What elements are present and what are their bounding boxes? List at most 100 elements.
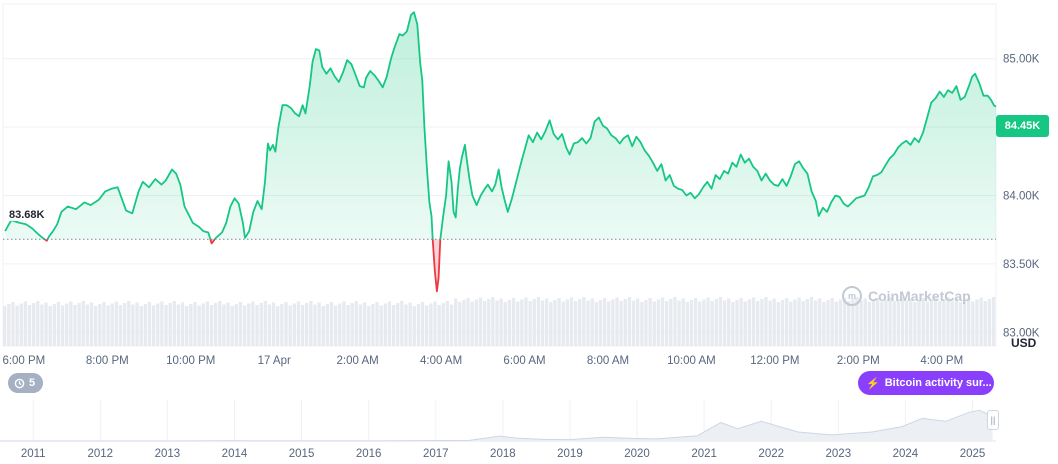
volume-bar — [267, 304, 272, 346]
volume-bar — [495, 300, 499, 346]
volume-bar — [921, 298, 925, 346]
volume-bar — [967, 298, 971, 346]
volume-bar — [251, 301, 255, 346]
volume-bar — [598, 300, 603, 346]
navigator-year-label: 2022 — [758, 448, 784, 460]
volume-bar — [185, 306, 189, 346]
volume-bar — [660, 297, 665, 346]
volume-bar — [445, 301, 450, 346]
volume-bar — [458, 302, 462, 346]
y-tick-label: 83.50K — [1003, 259, 1040, 271]
volume-bar — [36, 301, 40, 346]
volume-bar — [31, 303, 36, 346]
volume-bar — [702, 299, 706, 346]
history-count: 5 — [29, 377, 36, 389]
volume-bar — [528, 301, 532, 346]
volume-bar — [586, 300, 590, 346]
volume-bar — [425, 305, 429, 346]
x-tick-label: 4:00 AM — [420, 355, 462, 367]
event-label: Bitcoin activity sur... — [884, 377, 992, 389]
volume-bar — [69, 301, 73, 346]
volume-bar — [40, 304, 44, 346]
volume-bar — [391, 305, 396, 346]
volume-bar — [396, 303, 400, 346]
volume-bar — [371, 304, 375, 346]
volume-bar — [60, 305, 65, 346]
x-tick-label: 17 Apr — [258, 355, 291, 367]
volume-bar — [474, 299, 479, 346]
volume-bar — [859, 300, 863, 346]
volume-bar — [189, 304, 193, 346]
volume-bar — [842, 297, 847, 346]
volume-bar — [909, 298, 913, 346]
volume-bar — [706, 297, 710, 346]
volume-bar — [296, 301, 301, 346]
volume-bar — [851, 299, 855, 346]
volume-bar — [11, 302, 15, 346]
volume-bar — [65, 303, 69, 346]
history-badge[interactable]: 5 — [8, 373, 44, 393]
volume-bar — [784, 298, 789, 346]
volume-bar — [135, 302, 139, 346]
volume-bar — [569, 297, 574, 346]
volume-bar — [950, 300, 954, 346]
x-tick-label: 12:00 PM — [750, 355, 799, 367]
volume-bar — [168, 303, 172, 346]
volume-bar — [317, 302, 321, 346]
volume-bar — [648, 298, 652, 346]
volume-bar — [193, 302, 197, 346]
volume-bar — [420, 302, 425, 346]
navigator-year-label: 2015 — [289, 448, 315, 460]
volume-bar — [15, 305, 19, 346]
volume-bar — [321, 306, 325, 346]
navigator-year-label: 2011 — [21, 448, 46, 460]
volume-bar — [834, 301, 838, 346]
y-tick-label: 84.00K — [1003, 191, 1040, 203]
volume-bar — [776, 302, 781, 346]
volume-bar — [516, 301, 520, 346]
volume-bar — [573, 301, 578, 346]
volume-bar — [172, 301, 176, 346]
volume-bar — [880, 301, 884, 346]
volume-bar — [329, 302, 334, 346]
volume-bar — [636, 298, 640, 346]
volume-bar — [271, 302, 276, 346]
volume-bar — [197, 305, 201, 346]
navigator-year-label: 2023 — [826, 448, 852, 460]
volume-bar — [98, 304, 102, 346]
volume-bar — [913, 302, 917, 346]
volume-bar — [441, 303, 445, 346]
volume-bar — [818, 298, 822, 346]
volume-bar — [983, 301, 987, 346]
navigator-year-label: 2019 — [557, 448, 583, 460]
volume-bar — [871, 300, 876, 346]
x-tick-label: 10:00 AM — [667, 355, 716, 367]
volume-bar — [313, 304, 317, 346]
navigator-range-handle[interactable]: || — [987, 410, 999, 430]
volume-bar — [557, 298, 561, 346]
volume-bar — [226, 302, 230, 346]
navigator-line — [0, 409, 993, 442]
volume-bar — [27, 305, 32, 346]
current-price-tag: 84.45K — [996, 115, 1049, 137]
volume-bar — [904, 300, 909, 346]
volume-bar — [847, 301, 851, 346]
volume-bar — [511, 298, 516, 346]
volume-bar — [917, 300, 921, 346]
volume-bar — [979, 297, 983, 346]
volume-bar — [665, 301, 669, 346]
volume-bar — [205, 301, 210, 346]
volume-bar — [805, 299, 810, 346]
volume-bar — [147, 302, 152, 346]
volume-bar — [789, 301, 793, 346]
volume-bar — [942, 299, 946, 346]
volume-bar — [284, 302, 288, 346]
volume-bar — [238, 302, 243, 346]
volume-bar — [288, 305, 292, 346]
volume-bar — [234, 304, 239, 346]
volume-bar — [933, 297, 938, 346]
volume-bar — [693, 298, 698, 346]
event-annotation-button[interactable]: ⚡ Bitcoin activity sur... — [858, 371, 994, 395]
volume-bar — [346, 305, 350, 346]
navigator-area — [0, 410, 993, 441]
